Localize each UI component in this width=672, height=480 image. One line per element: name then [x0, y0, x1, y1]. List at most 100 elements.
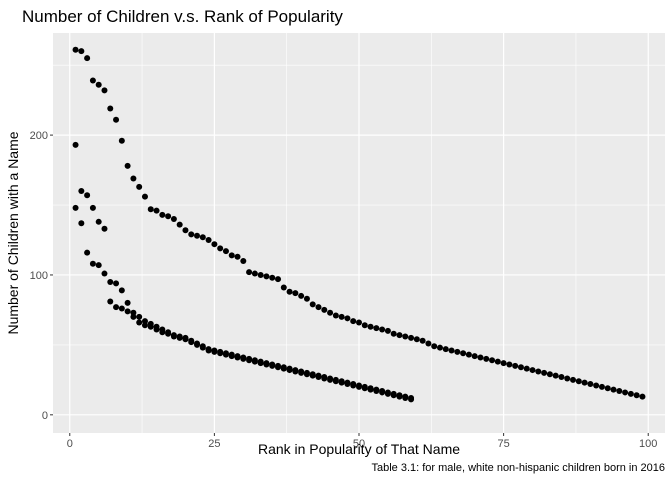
data-point [292, 290, 299, 297]
data-point [465, 351, 472, 358]
data-point [309, 372, 316, 379]
data-point [598, 383, 605, 390]
data-point [275, 276, 282, 283]
y-tick-label: 100 [30, 270, 48, 282]
data-point [89, 77, 96, 84]
grid-lines [53, 33, 665, 433]
data-point [494, 358, 501, 365]
data-point [373, 388, 380, 395]
data-point [113, 304, 120, 311]
data-point [327, 376, 334, 383]
data-point [303, 295, 310, 302]
data-point [338, 313, 345, 320]
data-point [361, 385, 368, 392]
data-point [199, 234, 206, 241]
data-point [286, 367, 293, 374]
data-point [130, 313, 137, 320]
data-point [176, 334, 183, 341]
data-point [257, 271, 264, 278]
data-point [136, 183, 143, 190]
data-point [269, 274, 276, 281]
data-point [153, 207, 160, 214]
data-point [147, 323, 154, 330]
data-point [506, 361, 513, 368]
data-point [136, 319, 143, 326]
data-point [176, 221, 183, 228]
data-point [448, 347, 455, 354]
data-point [240, 257, 247, 264]
chart-caption: Table 3.1: for male, white non-hispanic … [371, 462, 665, 474]
x-axis-ticks: 0 25 50 75 100 [67, 433, 657, 450]
data-point [471, 353, 478, 360]
data-point [72, 204, 79, 211]
data-point [222, 248, 229, 255]
data-point [361, 322, 368, 329]
data-point [570, 376, 577, 383]
data-point [246, 269, 253, 276]
series-1 [72, 46, 646, 400]
data-point [332, 312, 339, 319]
x-axis-title: Rank in Popularity of That Name [258, 441, 460, 457]
data-point [89, 204, 96, 211]
data-point [95, 218, 102, 225]
data-point [356, 383, 362, 390]
data-point [408, 334, 415, 341]
data-point [321, 306, 328, 313]
data-point [165, 213, 172, 220]
data-point [170, 216, 177, 223]
data-point [246, 357, 253, 364]
data-point [436, 344, 443, 351]
data-point [315, 304, 322, 311]
data-point [408, 396, 415, 403]
data-point [367, 323, 374, 330]
data-point [575, 378, 582, 385]
data-point [211, 348, 218, 355]
data-point [84, 55, 91, 62]
data-point [84, 192, 91, 199]
data-point [390, 330, 397, 337]
data-point [228, 252, 235, 259]
data-point [604, 385, 611, 392]
data-point [130, 309, 137, 316]
data-point [141, 322, 148, 329]
data-point [344, 381, 351, 388]
data-point [84, 249, 91, 256]
data-point [89, 260, 96, 267]
data-point [442, 346, 449, 353]
y-tick-label: 0 [42, 410, 48, 422]
data-point [113, 280, 120, 287]
data-point [309, 301, 316, 308]
data-point [188, 339, 195, 346]
data-point [118, 137, 125, 144]
data-point [205, 236, 212, 243]
data-point [541, 369, 548, 376]
data-point [124, 308, 131, 315]
data-point [286, 288, 293, 295]
data-point [303, 371, 310, 378]
x-tick-label: 100 [639, 438, 657, 450]
y-axis-title: Number of Children with a Name [5, 131, 21, 334]
data-point [194, 341, 201, 348]
data-point [141, 193, 148, 200]
data-point [298, 369, 305, 376]
data-point [257, 360, 264, 367]
data-point [188, 231, 195, 238]
data-point [159, 211, 166, 218]
data-point [593, 382, 600, 389]
data-point [402, 395, 409, 402]
data-point [315, 374, 322, 381]
series-3 [72, 204, 415, 403]
data-point [292, 368, 299, 375]
x-tick-label: 75 [497, 438, 509, 450]
data-point [390, 392, 397, 399]
data-point [113, 116, 120, 123]
data-point [263, 273, 270, 280]
data-point [107, 298, 114, 305]
data-point [350, 318, 357, 325]
y-axis-ticks: 0 100 200 [30, 130, 53, 422]
data-point [350, 382, 357, 389]
data-point [332, 378, 339, 385]
data-point [101, 270, 108, 277]
data-point [338, 379, 345, 386]
data-point [581, 379, 588, 386]
